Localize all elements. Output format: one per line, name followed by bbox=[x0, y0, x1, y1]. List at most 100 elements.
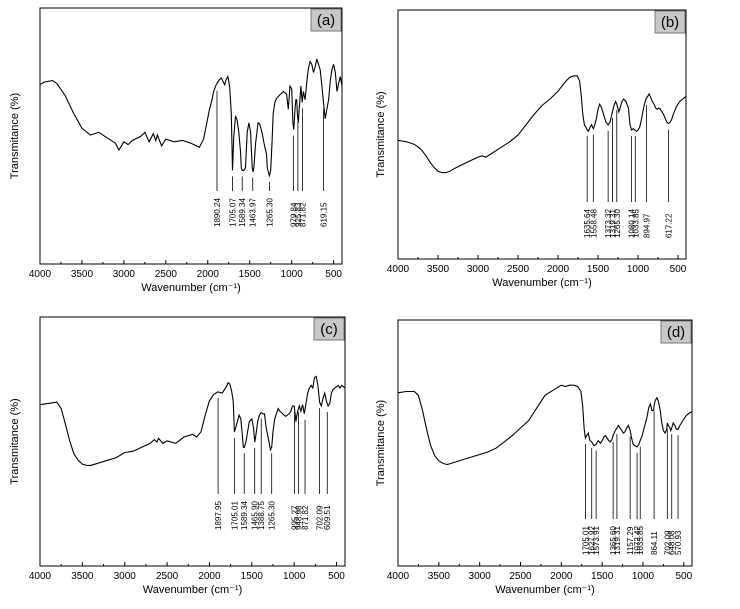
y-axis-label: Transmitance (%) bbox=[375, 91, 387, 177]
x-tick-label: 2500 bbox=[156, 571, 179, 582]
panel-label: (a) bbox=[317, 12, 335, 29]
panel-label-box bbox=[313, 317, 345, 341]
x-tick-label: 500 bbox=[670, 264, 687, 275]
y-axis-label: Transmitance (%) bbox=[9, 93, 21, 179]
x-tick-label: 2000 bbox=[198, 571, 221, 582]
x-axis-label: Wavenumber (cm⁻¹) bbox=[495, 584, 595, 596]
peak-label: 1388.75 bbox=[257, 501, 266, 530]
x-tick-label: 4000 bbox=[387, 264, 410, 275]
peak-label: 1373.32 bbox=[604, 209, 613, 238]
panel-label: (c) bbox=[320, 321, 338, 338]
x-tick-label: 1000 bbox=[632, 571, 655, 582]
x-tick-label: 500 bbox=[328, 571, 345, 582]
spectrum-line bbox=[397, 75, 687, 174]
x-tick-label: 3000 bbox=[469, 571, 492, 582]
peak-label: 871.82 bbox=[301, 505, 310, 530]
peak-label: 979.84 bbox=[289, 202, 298, 227]
peak-label: 1705.01 bbox=[230, 501, 239, 530]
panel-label: (b) bbox=[661, 14, 679, 31]
peak-label: 995.27 bbox=[291, 505, 300, 530]
x-tick-label: 2000 bbox=[547, 264, 570, 275]
peak-label: 1897.95 bbox=[214, 501, 223, 530]
peak-label: 648.08 bbox=[668, 530, 677, 555]
peak-label: 570.93 bbox=[674, 530, 683, 555]
peak-label: 1265.30 bbox=[613, 209, 622, 238]
x-axis-label: Wavenumber (cm⁻¹) bbox=[143, 584, 243, 596]
peak-label: 1365.60 bbox=[609, 526, 618, 555]
peak-label: 1319.31 bbox=[613, 526, 622, 555]
peak-label: 871.82 bbox=[298, 202, 307, 227]
x-axis-label: Wavenumber (cm⁻¹) bbox=[141, 282, 241, 294]
x-tick-label: 3000 bbox=[467, 264, 490, 275]
peak-label: 1589.34 bbox=[238, 198, 247, 227]
x-tick-label: 3500 bbox=[428, 571, 451, 582]
peak-label: 1635.64 bbox=[583, 209, 592, 238]
peak-label: 925.83 bbox=[294, 202, 303, 227]
plot-frame bbox=[39, 316, 346, 567]
peak-label: 948.98 bbox=[294, 505, 303, 530]
x-tick-label: 2500 bbox=[507, 264, 530, 275]
y-axis-label: Transmitance (%) bbox=[9, 398, 21, 484]
peak-label: 617.22 bbox=[665, 213, 674, 238]
peak-label: 1157.29 bbox=[626, 526, 635, 555]
peak-label: 609.51 bbox=[323, 505, 332, 530]
panel-a: 4000 3500 3000 2500 2000 1500 1000 500 Wavenumbe… bbox=[9, 7, 343, 294]
panel-label-box bbox=[310, 8, 342, 32]
x-tick-label: 2500 bbox=[155, 269, 178, 280]
peak-label: 619.15 bbox=[320, 202, 329, 227]
x-tick-label: 1500 bbox=[239, 269, 262, 280]
panel-d: 4000 3500 3000 2500 2000 1500 1000 500 Wavenumbe… bbox=[375, 319, 693, 596]
x-tick-label: 2500 bbox=[509, 571, 532, 582]
peak-label: 864.11 bbox=[650, 531, 659, 555]
x-tick-label: 2000 bbox=[197, 269, 220, 280]
panel-b: 4000 3500 3000 2500 2000 1500 1000 500 Wavenumbe… bbox=[375, 9, 687, 289]
peak-label: 1627.92 bbox=[588, 526, 597, 555]
panel-label-box bbox=[660, 320, 692, 344]
x-tick-label: 1000 bbox=[283, 571, 306, 582]
peak-label: 1463.97 bbox=[249, 198, 258, 227]
x-tick-label: 4000 bbox=[387, 571, 410, 582]
peak-label: 1573.91 bbox=[592, 526, 601, 555]
panel-c: 4000 3500 3000 2500 2000 1500 1000 500 Wavenumbe… bbox=[9, 316, 346, 596]
x-tick-label: 3500 bbox=[71, 571, 94, 582]
peak-label: 894.97 bbox=[642, 213, 651, 238]
spectrum-line bbox=[39, 58, 343, 178]
spectrum-line bbox=[397, 384, 693, 466]
peak-label: 1033.85 bbox=[636, 526, 645, 555]
peak-label: 1265.30 bbox=[265, 198, 274, 227]
peak-label: 1265.30 bbox=[268, 501, 277, 530]
plot-frame bbox=[397, 9, 687, 260]
y-axis-label: Transmitance (%) bbox=[375, 400, 387, 486]
x-tick-label: 1000 bbox=[627, 264, 650, 275]
peak-label: 1080.14 bbox=[628, 209, 637, 238]
peak-label: 702.09 bbox=[663, 530, 672, 555]
plot-frame bbox=[39, 7, 343, 265]
peak-label: 1465.90 bbox=[251, 501, 260, 530]
plot-frame bbox=[397, 319, 693, 567]
x-tick-label: 2000 bbox=[550, 571, 573, 582]
peak-label: 1072.42 bbox=[633, 526, 642, 555]
x-tick-label: 4000 bbox=[29, 571, 52, 582]
x-tick-label: 1000 bbox=[281, 269, 304, 280]
peak-label: 702.09 bbox=[315, 505, 324, 530]
panel-label-box bbox=[654, 10, 686, 34]
peak-label: 1033.85 bbox=[631, 209, 640, 238]
x-tick-label: 1500 bbox=[591, 571, 614, 582]
x-tick-label: 1500 bbox=[241, 571, 264, 582]
x-tick-label: 3000 bbox=[114, 571, 137, 582]
peak-label: 1705.01 bbox=[581, 526, 590, 555]
peak-label: 1319.31 bbox=[608, 209, 617, 238]
peak-label: 1890.24 bbox=[213, 198, 222, 227]
x-tick-label: 3500 bbox=[427, 264, 450, 275]
panel-label: (d) bbox=[667, 324, 685, 341]
peak-label: 1589.34 bbox=[240, 501, 249, 530]
x-tick-label: 500 bbox=[675, 571, 692, 582]
x-tick-label: 4000 bbox=[29, 269, 52, 280]
x-tick-label: 3000 bbox=[113, 269, 136, 280]
x-tick-label: 3500 bbox=[71, 269, 94, 280]
spectrum-line bbox=[39, 375, 346, 466]
x-tick-label: 500 bbox=[325, 269, 342, 280]
x-tick-label: 1500 bbox=[587, 264, 610, 275]
